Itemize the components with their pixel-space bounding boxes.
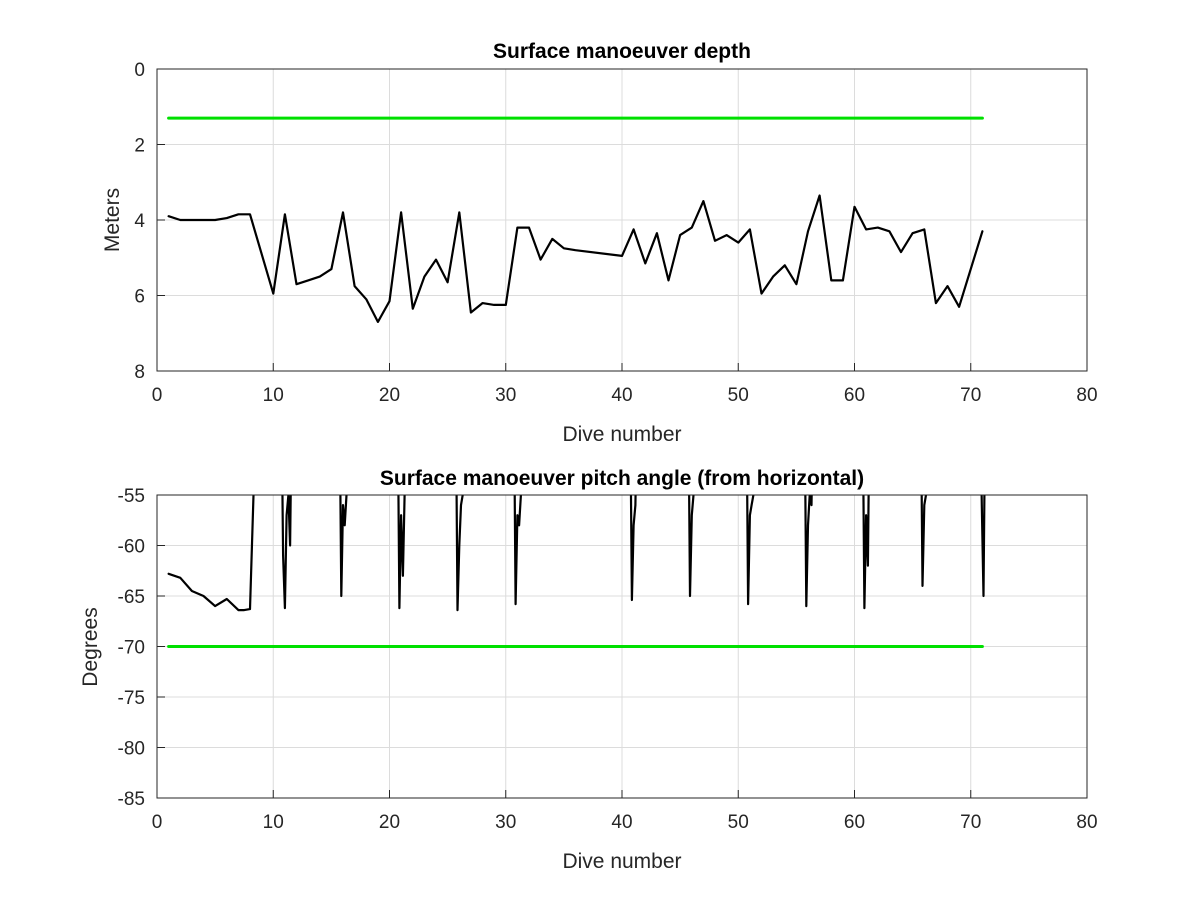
pitch-series-line-1 bbox=[281, 495, 986, 612]
pitch-x-tick-label: 70 bbox=[960, 812, 981, 833]
depth-y-tick-label: 4 bbox=[134, 211, 145, 232]
pitch-x-tick-label: 20 bbox=[379, 812, 400, 833]
depth-y-tick-label: 8 bbox=[134, 362, 145, 383]
depth-axes: 0 10 20 30 40 50 60 70 80 0 2 4 6 8 Surface manoeuver… bbox=[101, 40, 1098, 446]
depth-y-tick-label: 2 bbox=[134, 136, 145, 157]
depth-y-axis-label: Meters bbox=[101, 188, 124, 252]
pitch-x-tick-label: 40 bbox=[611, 812, 632, 833]
depth-chart-title: Surface manoeuver depth bbox=[493, 40, 751, 63]
depth-y-tick-label: 6 bbox=[134, 287, 145, 308]
pitch-y-tick-label: -60 bbox=[118, 537, 145, 558]
pitch-x-tick-label: 0 bbox=[152, 812, 163, 833]
pitch-series-layer bbox=[167, 495, 986, 648]
depth-x-tick-label: 20 bbox=[379, 385, 400, 406]
depth-x-tick-label: 70 bbox=[960, 385, 981, 406]
pitch-series-line-0 bbox=[167, 495, 255, 612]
depth-y-tick-label: 0 bbox=[134, 60, 145, 81]
pitch-x-tick-label: 30 bbox=[495, 812, 516, 833]
pitch-y-tick-label: -85 bbox=[118, 789, 145, 810]
pitch-x-tick-label: 60 bbox=[844, 812, 865, 833]
pitch-y-tick-label: -70 bbox=[118, 638, 145, 659]
depth-x-tick-label: 10 bbox=[263, 385, 284, 406]
pitch-x-tick-label: 50 bbox=[728, 812, 749, 833]
pitch-y-tick-label: -65 bbox=[118, 587, 145, 608]
depth-x-tick-label: 60 bbox=[844, 385, 865, 406]
pitch-y-axis-label: Degrees bbox=[79, 607, 102, 686]
pitch-x-tick-label: 10 bbox=[263, 812, 284, 833]
depth-tick-labels: 0 10 20 30 40 50 60 70 80 0 2 4 6 8 bbox=[134, 60, 1097, 406]
depth-x-tick-label: 30 bbox=[495, 385, 516, 406]
pitch-x-tick-label: 80 bbox=[1076, 812, 1097, 833]
pitch-x-axis-label: Dive number bbox=[562, 850, 681, 873]
depth-x-tick-label: 0 bbox=[152, 385, 163, 406]
depth-x-tick-label: 50 bbox=[728, 385, 749, 406]
pitch-chart-title: Surface manoeuver pitch angle (from hori… bbox=[380, 467, 864, 490]
depth-x-tick-label: 80 bbox=[1076, 385, 1097, 406]
depth-x-axis-label: Dive number bbox=[562, 423, 681, 446]
depth-x-tick-label: 40 bbox=[611, 385, 632, 406]
pitch-tick-labels: 0 10 20 30 40 50 60 70 80 -55 -60 -65 -70 -75 -80 -85 bbox=[118, 486, 1098, 833]
pitch-y-tick-label: -75 bbox=[118, 688, 145, 709]
pitch-axes: 0 10 20 30 40 50 60 70 80 -55 -60 -65 -70 -75 -80 -85 S… bbox=[79, 467, 1098, 873]
pitch-y-tick-label: -80 bbox=[118, 739, 145, 760]
depth-series-line-0 bbox=[167, 194, 984, 323]
pitch-y-tick-label: -55 bbox=[118, 486, 145, 507]
depth-series-layer bbox=[167, 116, 984, 323]
